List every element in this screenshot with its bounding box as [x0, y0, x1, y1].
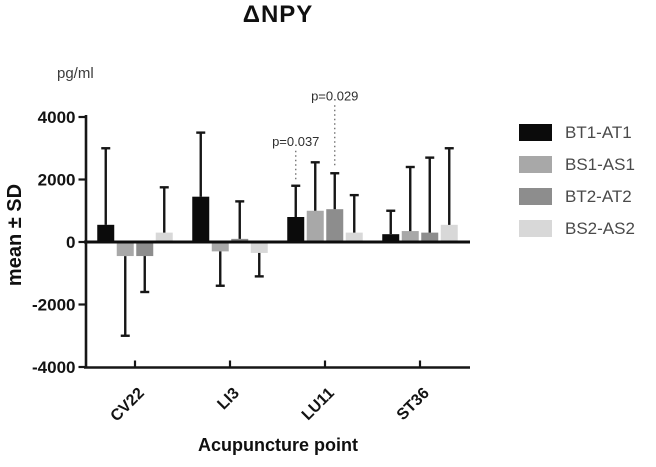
legend-item: BT1-AT1 — [519, 124, 635, 141]
bar — [287, 217, 305, 242]
bar — [250, 242, 268, 253]
x-tick-label: ST36 — [394, 385, 433, 424]
bar — [211, 242, 229, 252]
y-axis-title: mean ± SD — [4, 183, 26, 287]
x-tick-label: LU11 — [299, 385, 338, 424]
bar — [116, 242, 134, 257]
legend-item: BT2-AT2 — [519, 188, 635, 205]
x-tick-label: CV22 — [108, 385, 148, 425]
chart-title: ΔNPY — [242, 1, 314, 28]
legend-item: BS1-AS1 — [519, 156, 635, 173]
bar — [155, 232, 173, 242]
bar — [97, 224, 115, 242]
bar — [192, 196, 210, 242]
p-annotation: p=0.037 — [272, 134, 319, 149]
legend: BT1-AT1 BS1-AS1 BT2-AT2 BS2-AS2 — [519, 124, 635, 237]
bar — [382, 234, 400, 242]
y-tick-label: 2000 — [38, 171, 76, 190]
bar — [401, 231, 419, 242]
legend-swatch — [519, 188, 552, 205]
legend-label: BS1-AS1 — [565, 155, 635, 174]
bar — [136, 242, 154, 257]
bar — [421, 232, 439, 242]
x-axis-title: Acupuncture point — [198, 435, 358, 455]
legend-swatch — [519, 124, 552, 141]
legend-item: BS2-AS2 — [519, 220, 635, 237]
y-tick-label: -2000 — [32, 296, 75, 315]
p-annotation: p=0.029 — [311, 88, 358, 103]
y-tick-label: 0 — [66, 233, 75, 252]
y-axis-unit-label: pg/ml — [57, 65, 94, 82]
legend-label: BT1-AT1 — [565, 123, 632, 142]
bar — [440, 224, 458, 242]
y-tick-label: 4000 — [38, 108, 76, 127]
bar — [231, 238, 249, 242]
bar — [345, 232, 363, 242]
legend-label: BT2-AT2 — [565, 187, 632, 206]
y-tick-label: -4000 — [32, 358, 75, 377]
legend-label: BS2-AS2 — [565, 219, 635, 238]
bar — [326, 209, 344, 242]
legend-swatch — [519, 220, 552, 237]
bar — [306, 210, 324, 242]
x-tick-label: LI3 — [214, 385, 242, 413]
legend-swatch — [519, 156, 552, 173]
